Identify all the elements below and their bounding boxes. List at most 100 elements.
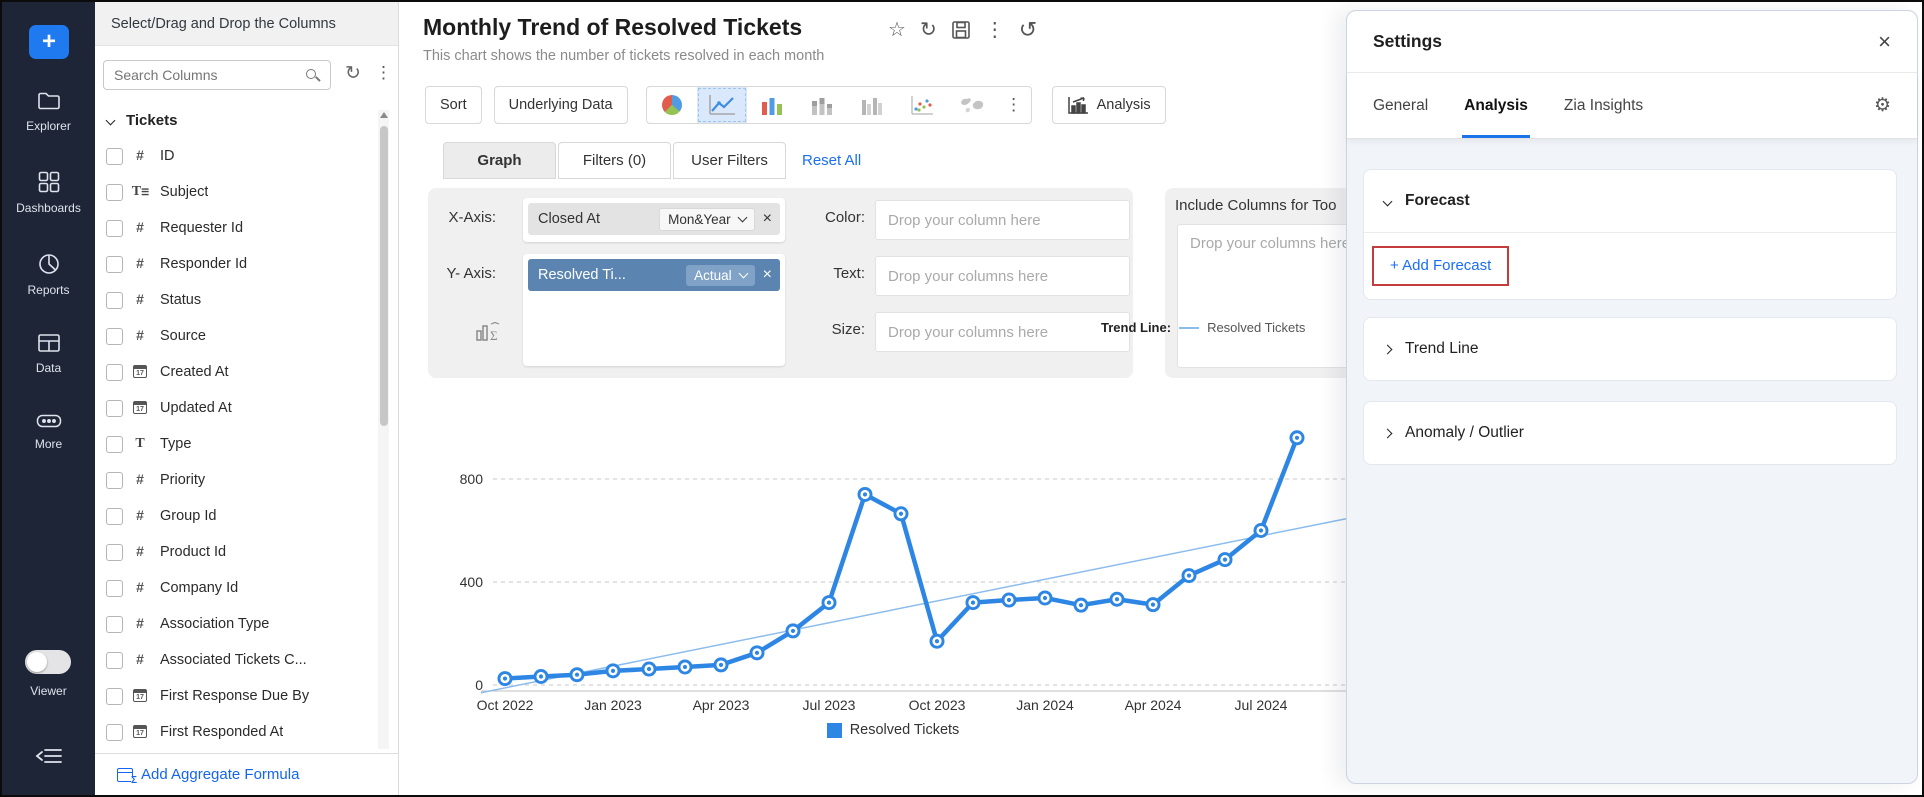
- tooltip-drop-zone[interactable]: Drop your columns here: [1177, 224, 1365, 368]
- column-checkbox[interactable]: [106, 543, 123, 561]
- column-checkbox[interactable]: [106, 291, 123, 309]
- chart-area[interactable]: 0 400 800 Oct 2022 Jan 2023 Apr 2023 Jul 2023 O…: [423, 314, 1363, 774]
- sidebar-item-dashboards[interactable]: Dashboards: [2, 170, 95, 215]
- column-item[interactable]: First Response Due By: [95, 678, 398, 714]
- scatter-chart-icon[interactable]: [897, 87, 947, 123]
- sidebar-item-reports[interactable]: Reports: [2, 252, 95, 297]
- refresh-report-icon[interactable]: ↻: [919, 19, 937, 41]
- sidebar-item-data[interactable]: Data: [2, 332, 95, 375]
- column-item[interactable]: T Type: [95, 426, 398, 462]
- column-item[interactable]: # Priority: [95, 462, 398, 498]
- column-label: Source: [160, 328, 206, 344]
- column-checkbox[interactable]: [106, 615, 123, 633]
- tab-graph[interactable]: Graph: [443, 142, 556, 179]
- undo-icon[interactable]: ↺: [1018, 17, 1038, 42]
- column-item[interactable]: Updated At: [95, 390, 398, 426]
- sidebar-item-explorer[interactable]: Explorer: [2, 90, 95, 133]
- size-drop-zone[interactable]: Drop your columns here: [875, 312, 1130, 352]
- column-checkbox[interactable]: [106, 687, 123, 705]
- add-forecast-link[interactable]: + Add Forecast: [1390, 257, 1492, 274]
- text-drop-zone[interactable]: Drop your columns here: [875, 256, 1130, 296]
- column-item[interactable]: Created At: [95, 354, 398, 390]
- reset-all-link[interactable]: Reset All: [802, 152, 862, 169]
- tickets-group-label: Tickets: [126, 112, 178, 129]
- column-item[interactable]: # ID: [95, 138, 398, 174]
- viewer-toggle[interactable]: [25, 650, 71, 674]
- more-chart-types-icon[interactable]: ⋮: [1005, 95, 1023, 114]
- columns-menu-icon[interactable]: ⋮: [375, 63, 392, 82]
- remove-y-axis-icon[interactable]: ×: [762, 266, 772, 283]
- collapse-sidebar-icon[interactable]: [35, 746, 63, 766]
- save-icon[interactable]: [951, 20, 971, 40]
- tab-filters[interactable]: Filters (0): [558, 142, 671, 179]
- search-icon: [306, 69, 316, 79]
- analysis-button[interactable]: Analysis: [1051, 86, 1166, 124]
- tab-user-filters[interactable]: User Filters: [673, 142, 786, 179]
- column-checkbox[interactable]: [106, 363, 123, 381]
- column-checkbox[interactable]: [106, 147, 123, 165]
- map-chart-icon[interactable]: [947, 87, 997, 123]
- column-item[interactable]: # Product Id: [95, 534, 398, 570]
- report-menu-icon[interactable]: ⋮: [984, 19, 1005, 41]
- scrollbar-thumb[interactable]: [379, 126, 388, 426]
- columns-scrollbar[interactable]: [378, 110, 389, 749]
- column-item[interactable]: T☰ Subject: [95, 174, 398, 210]
- color-drop-zone[interactable]: Drop your column here: [875, 200, 1130, 240]
- create-button[interactable]: +: [29, 25, 69, 59]
- column-checkbox[interactable]: [106, 327, 123, 345]
- column-item[interactable]: # Source: [95, 318, 398, 354]
- column-item[interactable]: # Associated Tickets C...: [95, 642, 398, 678]
- column-item[interactable]: # Association Type: [95, 606, 398, 642]
- add-aggregate-formula-button[interactable]: Add Aggregate Formula: [95, 753, 398, 795]
- column-checkbox[interactable]: [106, 255, 123, 273]
- section-header[interactable]: Forecast: [1364, 170, 1896, 232]
- svg-text:Apr 2023: Apr 2023: [693, 697, 750, 713]
- close-icon[interactable]: ×: [1878, 28, 1891, 54]
- grouped-bar-icon[interactable]: [847, 87, 897, 123]
- bar-chart-icon[interactable]: [747, 87, 797, 123]
- report-toolbar: Sort Underlying Data ⋮ Analysis: [425, 86, 1166, 124]
- y-axis-shelf[interactable]: Resolved Ti... Actual ×: [523, 254, 785, 366]
- column-item[interactable]: # Status: [95, 282, 398, 318]
- x-axis-shelf[interactable]: Closed At Mon&Year ×: [523, 198, 785, 242]
- settings-tab-analysis[interactable]: Analysis: [1462, 73, 1530, 138]
- column-checkbox[interactable]: [106, 399, 123, 417]
- section-header[interactable]: Anomaly / Outlier: [1364, 402, 1896, 464]
- section-header[interactable]: Trend Line: [1364, 318, 1896, 380]
- svg-text:Jul 2024: Jul 2024: [1235, 697, 1288, 713]
- y-axis-function-dropdown[interactable]: Actual: [686, 264, 755, 286]
- column-item[interactable]: # Responder Id: [95, 246, 398, 282]
- column-checkbox[interactable]: [106, 183, 123, 201]
- column-item[interactable]: # Company Id: [95, 570, 398, 606]
- sort-button[interactable]: Sort: [425, 86, 482, 124]
- column-item[interactable]: # Requester Id: [95, 210, 398, 246]
- stacked-bar-icon[interactable]: [797, 87, 847, 123]
- remove-x-axis-icon[interactable]: ×: [762, 210, 772, 227]
- settings-tab-general[interactable]: General: [1373, 96, 1429, 114]
- settings-panel: Settings × General Analysis Zia Insights ⚙ …: [1346, 10, 1918, 784]
- column-checkbox[interactable]: [106, 579, 123, 597]
- x-axis-function-dropdown[interactable]: Mon&Year: [659, 207, 755, 231]
- gear-icon[interactable]: ⚙: [1873, 95, 1891, 116]
- sidebar-item-more[interactable]: More: [2, 412, 95, 451]
- refresh-columns-icon[interactable]: ↻: [345, 63, 361, 84]
- column-checkbox[interactable]: [106, 507, 123, 525]
- series-legend[interactable]: Resolved Tickets: [423, 722, 1363, 738]
- column-item[interactable]: # Group Id: [95, 498, 398, 534]
- column-checkbox[interactable]: [106, 651, 123, 669]
- line-chart[interactable]: 0 400 800 Oct 2022 Jan 2023 Apr 2023 Jul 2023 O…: [423, 314, 1363, 774]
- y-axis-aggregate-icon[interactable]: Σ: [476, 322, 502, 344]
- settings-tab-zia-insights[interactable]: Zia Insights: [1563, 96, 1644, 114]
- column-checkbox[interactable]: [106, 219, 123, 237]
- search-columns-input[interactable]: [104, 61, 330, 89]
- scroll-up-arrow[interactable]: [380, 112, 388, 118]
- column-item[interactable]: First Responded At: [95, 714, 398, 750]
- underlying-data-button[interactable]: Underlying Data: [493, 86, 628, 124]
- column-checkbox[interactable]: [106, 723, 123, 741]
- pie-chart-icon[interactable]: [647, 87, 697, 123]
- tickets-group[interactable]: Tickets: [105, 112, 178, 129]
- column-checkbox[interactable]: [106, 435, 123, 453]
- line-chart-icon[interactable]: [696, 87, 747, 123]
- column-checkbox[interactable]: [106, 471, 123, 489]
- favorite-star-icon[interactable]: ☆: [888, 19, 906, 41]
